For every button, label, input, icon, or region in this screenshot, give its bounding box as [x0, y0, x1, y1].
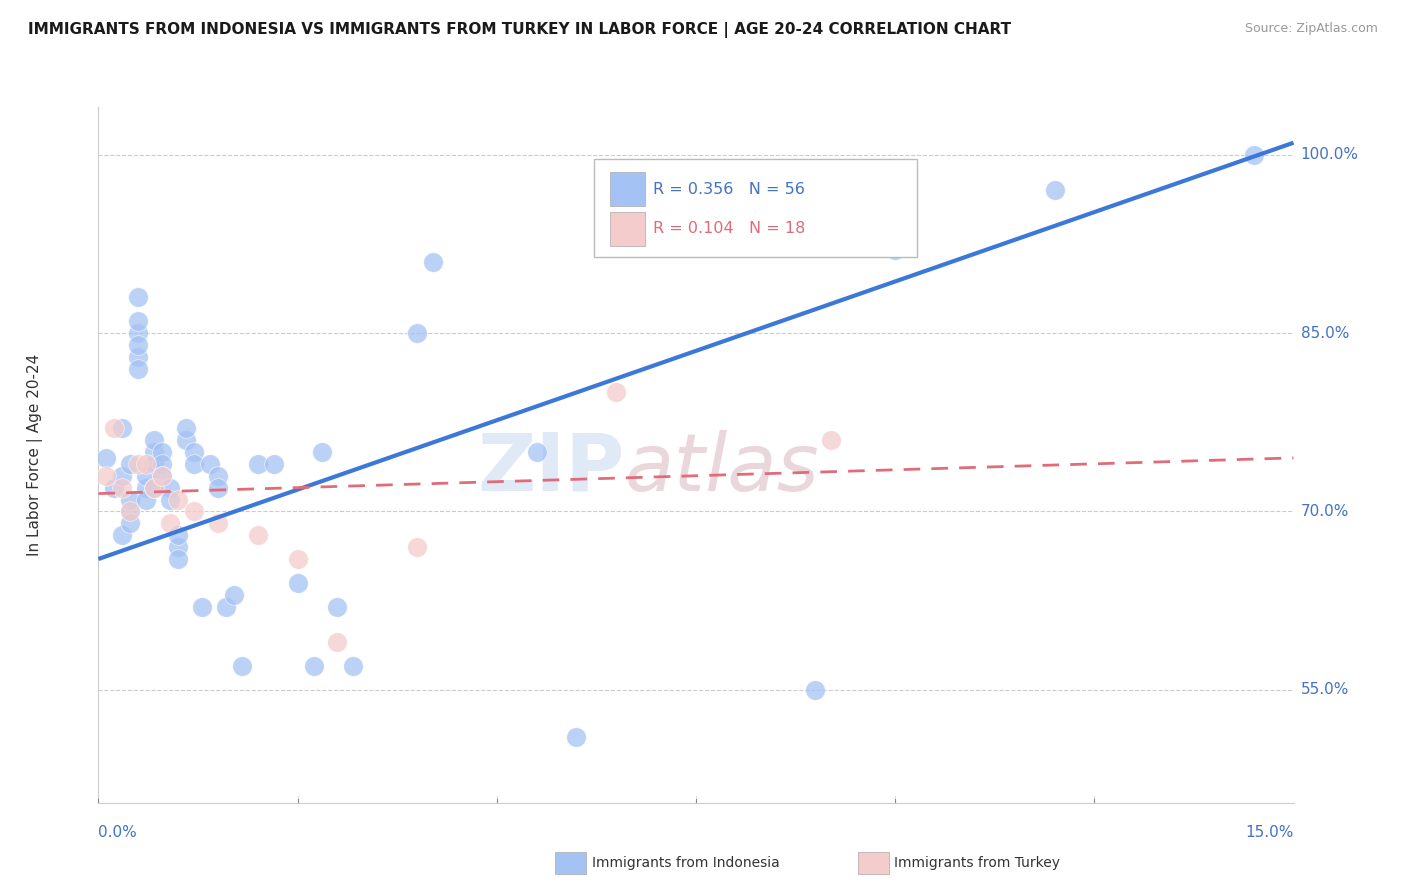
Point — [143, 457, 166, 471]
Point — [326, 599, 349, 614]
FancyBboxPatch shape — [610, 211, 644, 246]
Point — [143, 481, 166, 495]
Point — [120, 457, 142, 471]
Point — [111, 421, 134, 435]
Point — [159, 516, 181, 531]
Point — [287, 552, 309, 566]
Text: R = 0.356   N = 56: R = 0.356 N = 56 — [652, 182, 804, 196]
Point — [207, 468, 229, 483]
Point — [342, 659, 364, 673]
Point — [231, 659, 253, 673]
Point — [150, 468, 173, 483]
Point — [127, 457, 149, 471]
Point — [143, 481, 166, 495]
Point — [406, 326, 429, 340]
Text: 100.0%: 100.0% — [1301, 147, 1358, 162]
Point — [127, 314, 149, 328]
Point — [167, 492, 190, 507]
Point — [150, 457, 173, 471]
Point — [174, 433, 197, 447]
Point — [135, 457, 157, 471]
Point — [263, 457, 285, 471]
Point — [120, 504, 142, 518]
Point — [103, 481, 125, 495]
Point — [135, 492, 157, 507]
Point — [804, 682, 827, 697]
Point — [120, 492, 142, 507]
Point — [207, 516, 229, 531]
Point — [207, 481, 229, 495]
Point — [96, 450, 118, 465]
Point — [127, 361, 149, 376]
Point — [565, 731, 588, 745]
Text: In Labor Force | Age 20-24: In Labor Force | Age 20-24 — [27, 354, 44, 556]
Text: Immigrants from Turkey: Immigrants from Turkey — [894, 856, 1060, 871]
Text: atlas: atlas — [624, 430, 820, 508]
Point — [174, 421, 197, 435]
Point — [111, 481, 134, 495]
Point — [422, 254, 444, 268]
Point — [183, 445, 205, 459]
Point — [246, 457, 269, 471]
Text: 70.0%: 70.0% — [1301, 504, 1348, 519]
Text: 15.0%: 15.0% — [1246, 825, 1294, 840]
Point — [287, 575, 309, 590]
Text: IMMIGRANTS FROM INDONESIA VS IMMIGRANTS FROM TURKEY IN LABOR FORCE | AGE 20-24 C: IMMIGRANTS FROM INDONESIA VS IMMIGRANTS … — [28, 22, 1011, 38]
Point — [1043, 183, 1066, 197]
Point — [526, 445, 548, 459]
Point — [884, 243, 907, 257]
Point — [143, 433, 166, 447]
Text: 55.0%: 55.0% — [1301, 682, 1348, 698]
Point — [111, 528, 134, 542]
Point — [326, 635, 349, 649]
Point — [127, 350, 149, 364]
Text: R = 0.104   N = 18: R = 0.104 N = 18 — [652, 221, 806, 236]
Point — [167, 552, 190, 566]
Point — [143, 445, 166, 459]
Point — [127, 290, 149, 304]
Text: Immigrants from Indonesia: Immigrants from Indonesia — [592, 856, 780, 871]
Point — [150, 445, 173, 459]
Point — [120, 504, 142, 518]
Point — [120, 516, 142, 531]
Point — [820, 433, 842, 447]
Point — [198, 457, 221, 471]
Point — [167, 528, 190, 542]
Point — [127, 338, 149, 352]
Point — [135, 468, 157, 483]
FancyBboxPatch shape — [610, 172, 644, 206]
Point — [406, 540, 429, 554]
Point — [183, 457, 205, 471]
Point — [311, 445, 333, 459]
Text: Source: ZipAtlas.com: Source: ZipAtlas.com — [1244, 22, 1378, 36]
Point — [215, 599, 238, 614]
Text: 85.0%: 85.0% — [1301, 326, 1348, 341]
FancyBboxPatch shape — [595, 159, 917, 257]
Text: ZIP: ZIP — [477, 430, 624, 508]
Point — [167, 540, 190, 554]
Point — [103, 421, 125, 435]
Point — [246, 528, 269, 542]
Point — [302, 659, 325, 673]
Point — [150, 468, 173, 483]
Point — [222, 588, 245, 602]
Point — [605, 385, 627, 400]
Point — [127, 326, 149, 340]
Text: 0.0%: 0.0% — [98, 825, 138, 840]
Point — [159, 481, 181, 495]
Point — [1243, 147, 1265, 161]
Point — [191, 599, 214, 614]
Point — [96, 468, 118, 483]
Point — [183, 504, 205, 518]
Point — [135, 481, 157, 495]
Point — [111, 468, 134, 483]
Point — [159, 492, 181, 507]
